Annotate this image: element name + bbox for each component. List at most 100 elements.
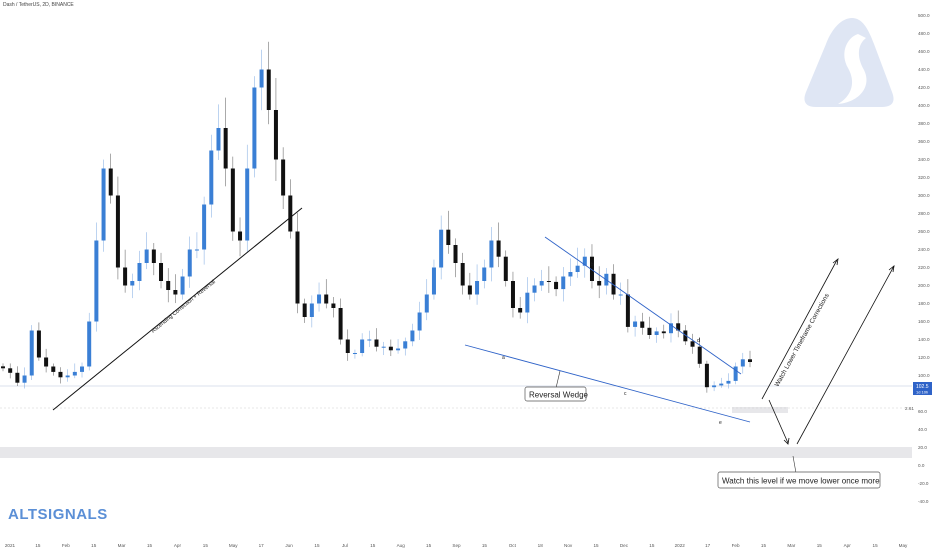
- candle-body: [317, 294, 322, 304]
- candle-body: [72, 371, 77, 376]
- level-callout-pointer: [792, 455, 797, 474]
- candle-body: [352, 353, 357, 354]
- candles: [1, 41, 752, 393]
- candle-body: [202, 204, 207, 250]
- candle-body: [194, 249, 199, 251]
- price-tag-value: 102.5: [916, 384, 929, 390]
- candle-body: [618, 294, 623, 296]
- up-arrow-2-head: [888, 265, 895, 273]
- candle-body: [748, 359, 752, 362]
- y-tick-label: 40.0: [918, 427, 927, 432]
- minor-zone: [732, 407, 788, 413]
- candle-body: [281, 159, 286, 196]
- y-tick-label: 120.0: [918, 355, 930, 360]
- candle-body: [467, 285, 472, 295]
- x-tick-label: 2022: [675, 543, 686, 548]
- candle-body: [647, 327, 652, 335]
- x-tick-label: Dec: [620, 543, 629, 548]
- y-tick-label: 420.0: [918, 85, 930, 90]
- x-tick-label: 15: [761, 543, 767, 548]
- candle-body: [525, 292, 530, 313]
- candle-body: [273, 110, 278, 160]
- x-tick-label: Jul: [342, 543, 348, 548]
- candle-body: [740, 359, 745, 367]
- x-tick-label: 15: [482, 543, 488, 548]
- candle-body: [475, 281, 480, 295]
- candle-body: [108, 168, 113, 196]
- x-axis: 2021 15 Feb 15 Mar 15 Apr 15 May 17 Jun 15 Jul 15 Aug 1…: [5, 543, 908, 548]
- candle-body: [309, 303, 314, 317]
- price-tag-sub: 1d 10h: [916, 390, 928, 395]
- candle-body: [582, 256, 587, 266]
- y-tick-label: 300.0: [918, 193, 930, 198]
- candle-body: [439, 229, 444, 268]
- x-tick-label: Mar: [118, 543, 126, 548]
- candle-body: [446, 229, 451, 245]
- candle-body: [482, 267, 487, 281]
- point-e: e: [719, 420, 722, 426]
- candle-body: [324, 294, 329, 304]
- candle-body: [151, 249, 156, 263]
- candle-body: [568, 272, 573, 277]
- up-arrow-1-head: [832, 258, 839, 266]
- x-tick-label: 15: [817, 543, 823, 548]
- level-callout-text: Watch this level if we move lower once m…: [722, 477, 880, 486]
- candle-body: [410, 330, 415, 342]
- x-tick-label: 15: [649, 543, 655, 548]
- x-tick-label: May: [899, 543, 908, 548]
- candle-body: [712, 385, 717, 388]
- down-arrow-head: [783, 437, 790, 445]
- candle-body: [625, 294, 630, 327]
- y-tick-label: 360.0: [918, 139, 930, 144]
- candle-body: [15, 372, 20, 383]
- candle-body: [338, 308, 343, 340]
- x-tick-label: 15: [370, 543, 376, 548]
- logo-watermark: [804, 18, 894, 107]
- y-tick-label: 200.0: [918, 283, 930, 288]
- candle-body: [223, 128, 228, 169]
- candle-body: [532, 285, 537, 293]
- candle-body: [518, 308, 523, 313]
- candle-body: [575, 265, 580, 272]
- down-arrow-line: [768, 399, 789, 444]
- candle-body: [719, 383, 724, 386]
- candle-body: [417, 312, 422, 331]
- y-tick-label: 280.0: [918, 211, 930, 216]
- wedge-lower-line: [464, 344, 751, 423]
- candle-body: [94, 240, 99, 322]
- candle-body: [166, 281, 171, 290]
- wedge-callout-pointer: [555, 370, 561, 389]
- candle-body: [388, 346, 393, 351]
- candle-body: [381, 346, 386, 348]
- candle-body: [554, 281, 559, 290]
- x-tick-label: 17: [259, 543, 265, 548]
- candle-body: [424, 294, 429, 313]
- candle-body: [345, 339, 350, 353]
- candle-body: [101, 168, 106, 241]
- y-tick-label: 400.0: [918, 103, 930, 108]
- y-tick-label: 240.0: [918, 247, 930, 252]
- x-tick-label: 2021: [5, 543, 16, 548]
- candle-body: [238, 231, 243, 241]
- candle-body: [65, 375, 70, 378]
- candle-body: [503, 256, 508, 281]
- chart-header: Dash / TetherUS, 2D, BINANCE: [3, 2, 74, 8]
- y-tick-label: 100.0: [918, 373, 930, 378]
- x-tick-label: May: [229, 543, 238, 548]
- candle-body: [22, 375, 27, 383]
- y-tick-label: -20.0: [918, 481, 929, 486]
- candle-body: [144, 249, 149, 263]
- x-tick-label: 15: [35, 543, 41, 548]
- x-tick-label: Aug: [397, 543, 406, 548]
- candle-body: [187, 249, 192, 277]
- y-tick-label: 380.0: [918, 121, 930, 126]
- x-tick-label: Mar: [787, 543, 795, 548]
- candle-body: [661, 331, 666, 334]
- x-tick-label: Oct: [509, 543, 517, 548]
- candle-body: [403, 341, 408, 349]
- candle-body: [453, 245, 458, 263]
- y-tick-label: 340.0: [918, 157, 930, 162]
- y-axis: 540.0520.0500.0480.0460.0440.0420.0400.0…: [918, 0, 930, 504]
- y-tick-label: 0.0: [918, 463, 925, 468]
- candle-body: [367, 339, 372, 341]
